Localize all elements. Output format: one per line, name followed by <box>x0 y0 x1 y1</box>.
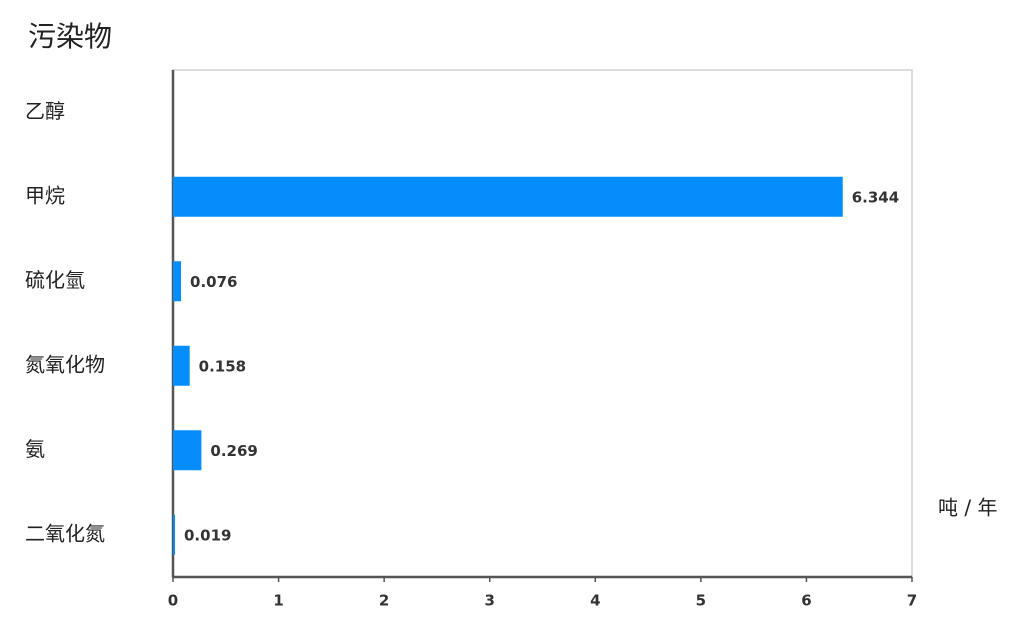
value-label: 0.269 <box>210 442 257 460</box>
value-label: 0.019 <box>184 526 231 544</box>
x-tick-label: 5 <box>696 592 706 610</box>
plot-frame <box>172 69 913 578</box>
x-tick-label: 4 <box>590 592 600 610</box>
value-label: 0.076 <box>190 273 237 291</box>
y-tick-label: 氨 <box>25 437 45 461</box>
x-axis-label: 吨 / 年 <box>938 496 997 520</box>
y-tick-label: 甲烷 <box>25 183 65 207</box>
y-tick-label: 硫化氫 <box>25 268 85 292</box>
x-tick-label: 2 <box>379 592 389 610</box>
x-tick-label: 0 <box>168 592 178 610</box>
bar <box>173 345 190 386</box>
x-tick-label: 7 <box>907 592 917 610</box>
chart-title: 污染物 <box>28 20 112 53</box>
value-label: 0.158 <box>199 357 246 375</box>
value-label: 6.344 <box>852 188 899 206</box>
y-tick-label: 氮氧化物 <box>25 352 105 376</box>
y-tick-label: 二氧化氮 <box>25 521 105 545</box>
x-tick-label: 6 <box>801 592 811 610</box>
bar <box>173 430 202 471</box>
bar <box>173 261 182 302</box>
x-tick-label: 3 <box>484 592 494 610</box>
x-tick-label: 1 <box>273 592 283 610</box>
bar <box>173 514 176 555</box>
bar <box>173 176 843 217</box>
y-tick-label: 乙醇 <box>25 99 65 123</box>
